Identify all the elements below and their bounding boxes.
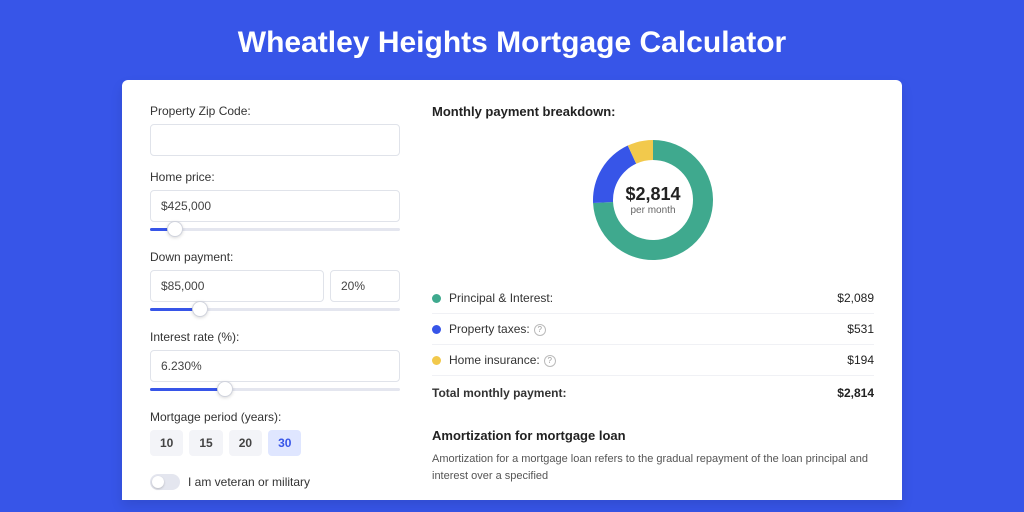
legend-value: $531 xyxy=(847,322,874,336)
interest-input[interactable] xyxy=(150,350,400,382)
legend-value: $194 xyxy=(847,353,874,367)
home-price-slider[interactable] xyxy=(150,224,400,236)
zip-label: Property Zip Code: xyxy=(150,104,400,118)
interest-slider[interactable] xyxy=(150,384,400,396)
breakdown-title: Monthly payment breakdown: xyxy=(432,104,874,119)
period-option-15[interactable]: 15 xyxy=(189,430,222,456)
legend-label: Home insurance:? xyxy=(449,353,847,367)
interest-label: Interest rate (%): xyxy=(150,330,400,344)
total-row: Total monthly payment: $2,814 xyxy=(432,376,874,408)
period-option-10[interactable]: 10 xyxy=(150,430,183,456)
amortization-title: Amortization for mortgage loan xyxy=(432,428,874,443)
legend-row: Principal & Interest:$2,089 xyxy=(432,283,874,314)
breakdown-panel: Monthly payment breakdown: $2,814 per mo… xyxy=(432,104,874,476)
amortization-text: Amortization for a mortgage loan refers … xyxy=(432,451,874,484)
legend-row: Home insurance:?$194 xyxy=(432,345,874,376)
help-icon[interactable]: ? xyxy=(544,355,556,367)
period-option-30[interactable]: 30 xyxy=(268,430,301,456)
legend-row: Property taxes:?$531 xyxy=(432,314,874,345)
zip-input[interactable] xyxy=(150,124,400,156)
down-payment-slider[interactable] xyxy=(150,304,400,316)
period-option-20[interactable]: 20 xyxy=(229,430,262,456)
help-icon[interactable]: ? xyxy=(534,324,546,336)
legend-dot-icon xyxy=(432,325,441,334)
page-title: Wheatley Heights Mortgage Calculator xyxy=(0,0,1024,80)
total-value: $2,814 xyxy=(837,386,874,400)
legend-value: $2,089 xyxy=(837,291,874,305)
calculator-card: Property Zip Code: Home price: Down paym… xyxy=(122,80,902,500)
veteran-toggle[interactable] xyxy=(150,474,180,490)
total-label: Total monthly payment: xyxy=(432,386,837,400)
form-panel: Property Zip Code: Home price: Down paym… xyxy=(150,104,400,476)
veteran-label: I am veteran or military xyxy=(188,475,310,489)
home-price-label: Home price: xyxy=(150,170,400,184)
down-payment-label: Down payment: xyxy=(150,250,400,264)
veteran-toggle-row: I am veteran or military xyxy=(150,474,400,490)
donut-chart: $2,814 per month xyxy=(432,129,874,283)
legend-dot-icon xyxy=(432,356,441,365)
period-label: Mortgage period (years): xyxy=(150,410,400,424)
donut-sublabel: per month xyxy=(630,205,675,216)
legend-label: Property taxes:? xyxy=(449,322,847,336)
period-group: 1015 2030 xyxy=(150,430,400,456)
down-payment-input[interactable] xyxy=(150,270,324,302)
home-price-input[interactable] xyxy=(150,190,400,222)
legend-dot-icon xyxy=(432,294,441,303)
donut-amount: $2,814 xyxy=(625,184,680,205)
down-payment-pct-input[interactable] xyxy=(330,270,400,302)
legend-label: Principal & Interest: xyxy=(449,291,837,305)
